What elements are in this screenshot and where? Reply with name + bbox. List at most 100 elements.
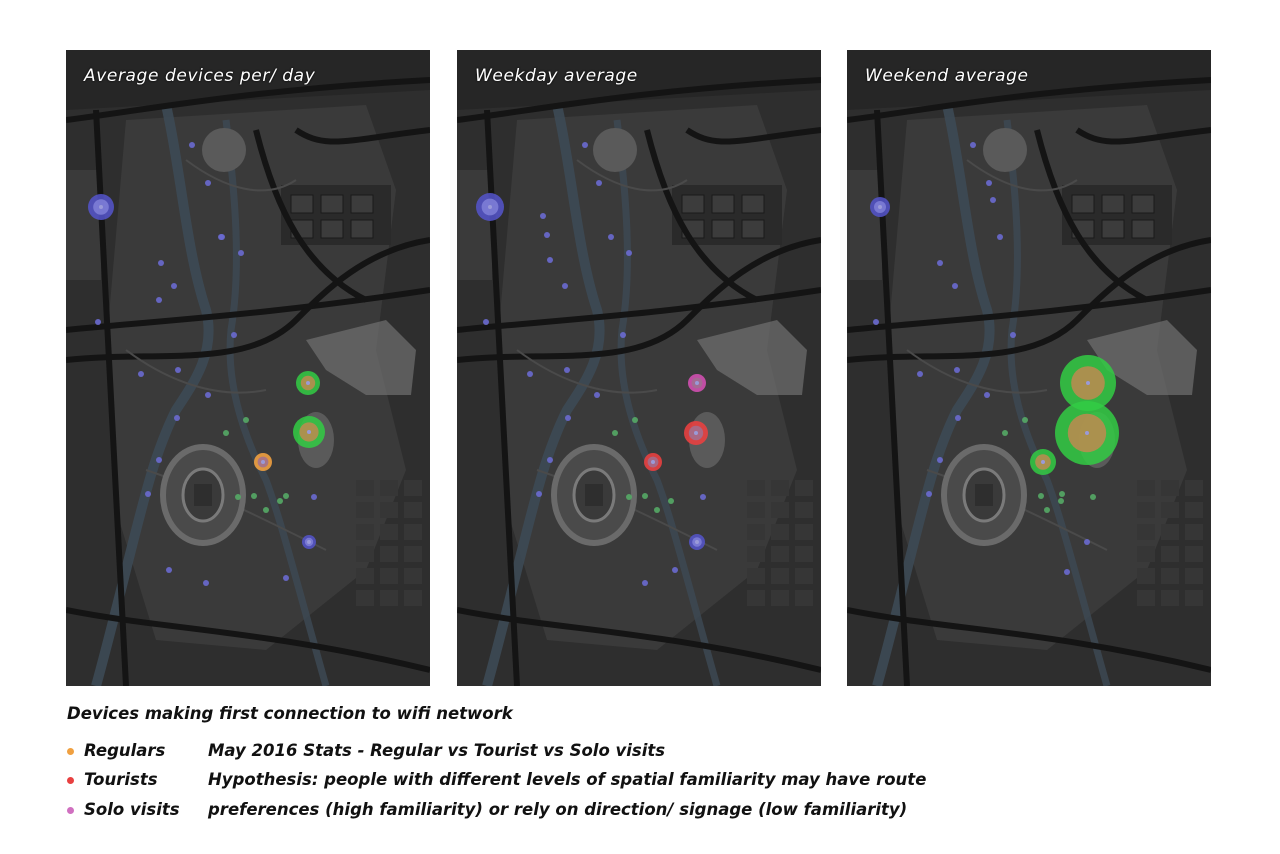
small-marker xyxy=(642,580,648,586)
small-marker xyxy=(608,234,614,240)
city-block xyxy=(771,524,789,540)
city-block xyxy=(356,568,374,584)
city-block xyxy=(380,480,398,496)
city-block xyxy=(771,480,789,496)
small-marker xyxy=(235,494,241,500)
legend-dot-solo xyxy=(67,807,74,814)
city-block xyxy=(1137,590,1155,606)
road xyxy=(457,607,821,673)
small-marker xyxy=(873,319,879,325)
city-block xyxy=(771,590,789,606)
city-block xyxy=(1161,480,1179,496)
city-block xyxy=(1185,590,1203,606)
city-block xyxy=(1137,524,1155,540)
footpath xyxy=(125,349,267,394)
base-map xyxy=(847,50,1211,686)
small-marker xyxy=(970,142,976,148)
building xyxy=(741,219,765,239)
small-marker xyxy=(263,507,269,513)
large-building xyxy=(306,320,416,395)
stadium-pitch xyxy=(194,484,212,506)
base-map xyxy=(66,50,430,686)
road xyxy=(294,127,430,145)
legend-text-tourists: Hypothesis: people with different levels… xyxy=(208,770,927,789)
road xyxy=(1075,127,1211,145)
building xyxy=(1131,194,1155,214)
red-marker-center xyxy=(651,460,655,464)
city-block xyxy=(1161,546,1179,562)
markers xyxy=(476,142,708,586)
city-block xyxy=(795,524,813,540)
legend-label-tourists: Tourists xyxy=(84,770,158,789)
small-marker xyxy=(937,457,943,463)
road xyxy=(457,237,821,363)
stadium-pitch xyxy=(585,484,603,506)
arena xyxy=(983,128,1027,172)
city-block xyxy=(1137,568,1155,584)
map-panel-weekday: Weekday average xyxy=(457,50,821,686)
city-block xyxy=(380,524,398,540)
city-block xyxy=(404,590,422,606)
building xyxy=(290,194,314,214)
small-marker xyxy=(547,457,553,463)
city-block xyxy=(1185,568,1203,584)
road xyxy=(253,129,368,303)
small-marker xyxy=(138,371,144,377)
map-panel-average: Average devices per/ day xyxy=(66,50,430,686)
small-marker xyxy=(1064,569,1070,575)
building xyxy=(1071,194,1095,214)
arena xyxy=(593,128,637,172)
legend-row-tourists: Tourists Hypothesis: people with differen… xyxy=(67,770,926,789)
small-marker xyxy=(654,507,660,513)
small-marker xyxy=(171,283,177,289)
city-block xyxy=(1185,480,1203,496)
small-marker xyxy=(243,417,249,423)
small-marker xyxy=(203,580,209,586)
road xyxy=(1034,129,1149,303)
building xyxy=(741,194,765,214)
city-block xyxy=(404,502,422,518)
red-marker-center xyxy=(694,431,698,435)
city-block xyxy=(1185,546,1203,562)
legend-row-solo: Solo visits preferences (high familiarity… xyxy=(67,800,907,819)
small-marker xyxy=(175,367,181,373)
small-marker xyxy=(1059,491,1065,497)
city-block xyxy=(747,480,765,496)
panel-title-weekday: Weekday average xyxy=(475,66,638,86)
blue-marker-center xyxy=(695,540,699,544)
small-marker xyxy=(672,567,678,573)
city-block xyxy=(1161,524,1179,540)
small-marker xyxy=(283,575,289,581)
small-marker xyxy=(632,417,638,423)
city-block xyxy=(356,590,374,606)
small-marker xyxy=(231,332,237,338)
small-marker xyxy=(986,180,992,186)
legend-label-regulars: Regulars xyxy=(84,741,166,760)
road xyxy=(66,237,430,363)
orange-marker-center xyxy=(261,460,265,464)
city-block xyxy=(356,480,374,496)
city-block xyxy=(795,590,813,606)
small-marker xyxy=(1084,539,1090,545)
city-block xyxy=(356,524,374,540)
small-marker xyxy=(990,197,996,203)
map-weekday-svg xyxy=(457,50,821,686)
building xyxy=(711,194,735,214)
footpath xyxy=(185,159,297,192)
small-marker xyxy=(582,142,588,148)
small-marker xyxy=(668,498,674,504)
small-marker xyxy=(612,430,618,436)
small-marker xyxy=(596,180,602,186)
river-branch xyxy=(222,119,330,686)
north-district xyxy=(66,50,430,110)
map-weekend-svg xyxy=(847,50,1211,686)
building xyxy=(1131,219,1155,239)
blue-marker-center xyxy=(878,205,882,209)
north-district xyxy=(847,50,1211,110)
green-marker-center xyxy=(307,430,311,434)
city-block xyxy=(747,524,765,540)
city-block xyxy=(1137,502,1155,518)
small-marker xyxy=(926,491,932,497)
building xyxy=(711,219,735,239)
road xyxy=(644,129,759,303)
